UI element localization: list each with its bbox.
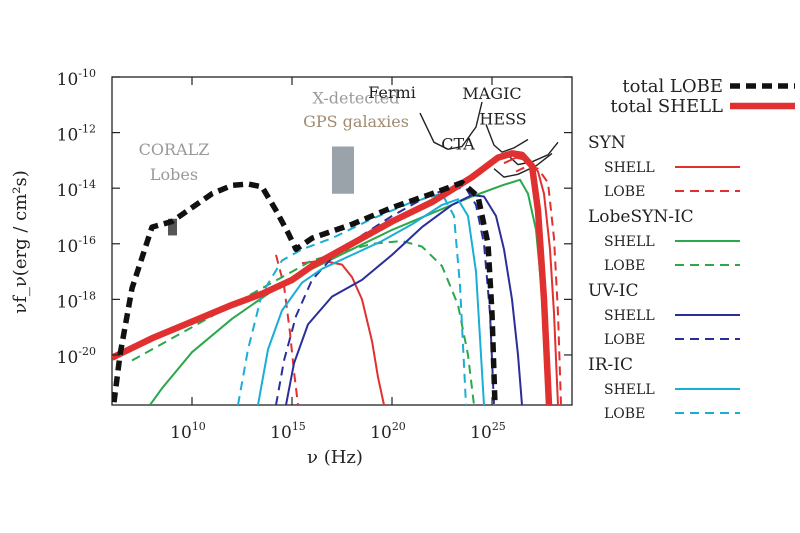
x-tick-label: 1010 [170, 420, 206, 443]
series-total-lobe [112, 179, 498, 405]
series-lobesyn-ic-shell [149, 178, 549, 405]
legend-item-label: SHELL [604, 382, 655, 398]
legend-item-label: SHELL [604, 234, 655, 250]
x-tick-label: 1020 [370, 420, 406, 443]
y-axis-label: νf_ν(erg / cm²s) [10, 170, 31, 313]
y-tick-label: 10-20 [57, 345, 96, 368]
legend-item-label: LOBE [604, 184, 645, 200]
legend-label-total-shell: total SHELL [610, 96, 723, 117]
annotation-hess: HESS [479, 109, 526, 128]
gps-galaxies-box [332, 146, 354, 194]
legend-item-label: LOBE [604, 406, 645, 422]
series-uv-ic-lobe [275, 187, 495, 405]
series-syn-shell-high [503, 156, 559, 405]
sensitivity-curve-cta [493, 152, 553, 178]
legend-group-syn: SYN [588, 133, 626, 153]
series-ir-ic-shell [257, 198, 485, 405]
annotation-cta: CTA [441, 134, 475, 153]
annotation-fermi: Fermi [368, 83, 416, 102]
y-tick-label: 10-10 [57, 67, 96, 90]
sensitivity-curve-fermi [419, 101, 483, 151]
x-tick-label: 1015 [270, 420, 306, 443]
series-total-shell [112, 150, 553, 405]
y-tick-label: 10-16 [57, 234, 96, 257]
legend-group-ir-ic: IR-IC [588, 355, 633, 375]
coralz-lobes-box [168, 218, 177, 236]
x-axis-label: ν (Hz) [307, 447, 363, 468]
legend-group-lobesyn-ic: LobeSYN-IC [588, 207, 694, 227]
series-syn-lobe-high [515, 164, 562, 405]
x-tick-label: 1025 [470, 420, 506, 443]
series-lobesyn-ic-lobe [131, 240, 475, 405]
annotation-lobes: Lobes [150, 165, 198, 184]
y-tick-label: 10-14 [57, 178, 96, 201]
sensitivity-curve-magic [485, 124, 529, 153]
annotation-x-detected: X-detected [313, 88, 400, 107]
legend-item-label: SHELL [604, 160, 655, 176]
y-tick-label: 10-12 [57, 123, 96, 146]
legend-item-label: LOBE [604, 258, 645, 274]
series-syn-lobe [275, 254, 299, 405]
legend-item-label: LOBE [604, 332, 645, 348]
legend-group-uv-ic: UV-IC [588, 281, 639, 301]
annotation-magic: MAGIC [462, 84, 521, 103]
annotation-gps-galaxies: GPS galaxies [303, 112, 409, 131]
legend-label-total-lobe: total LOBE [622, 76, 723, 97]
y-tick-label: 10-18 [57, 289, 96, 312]
series-uv-ic-shell [285, 194, 523, 405]
legend-item-label: SHELL [604, 308, 655, 324]
annotation-coralz: CORALZ [139, 140, 210, 159]
series-ir-ic-lobe [237, 192, 467, 405]
